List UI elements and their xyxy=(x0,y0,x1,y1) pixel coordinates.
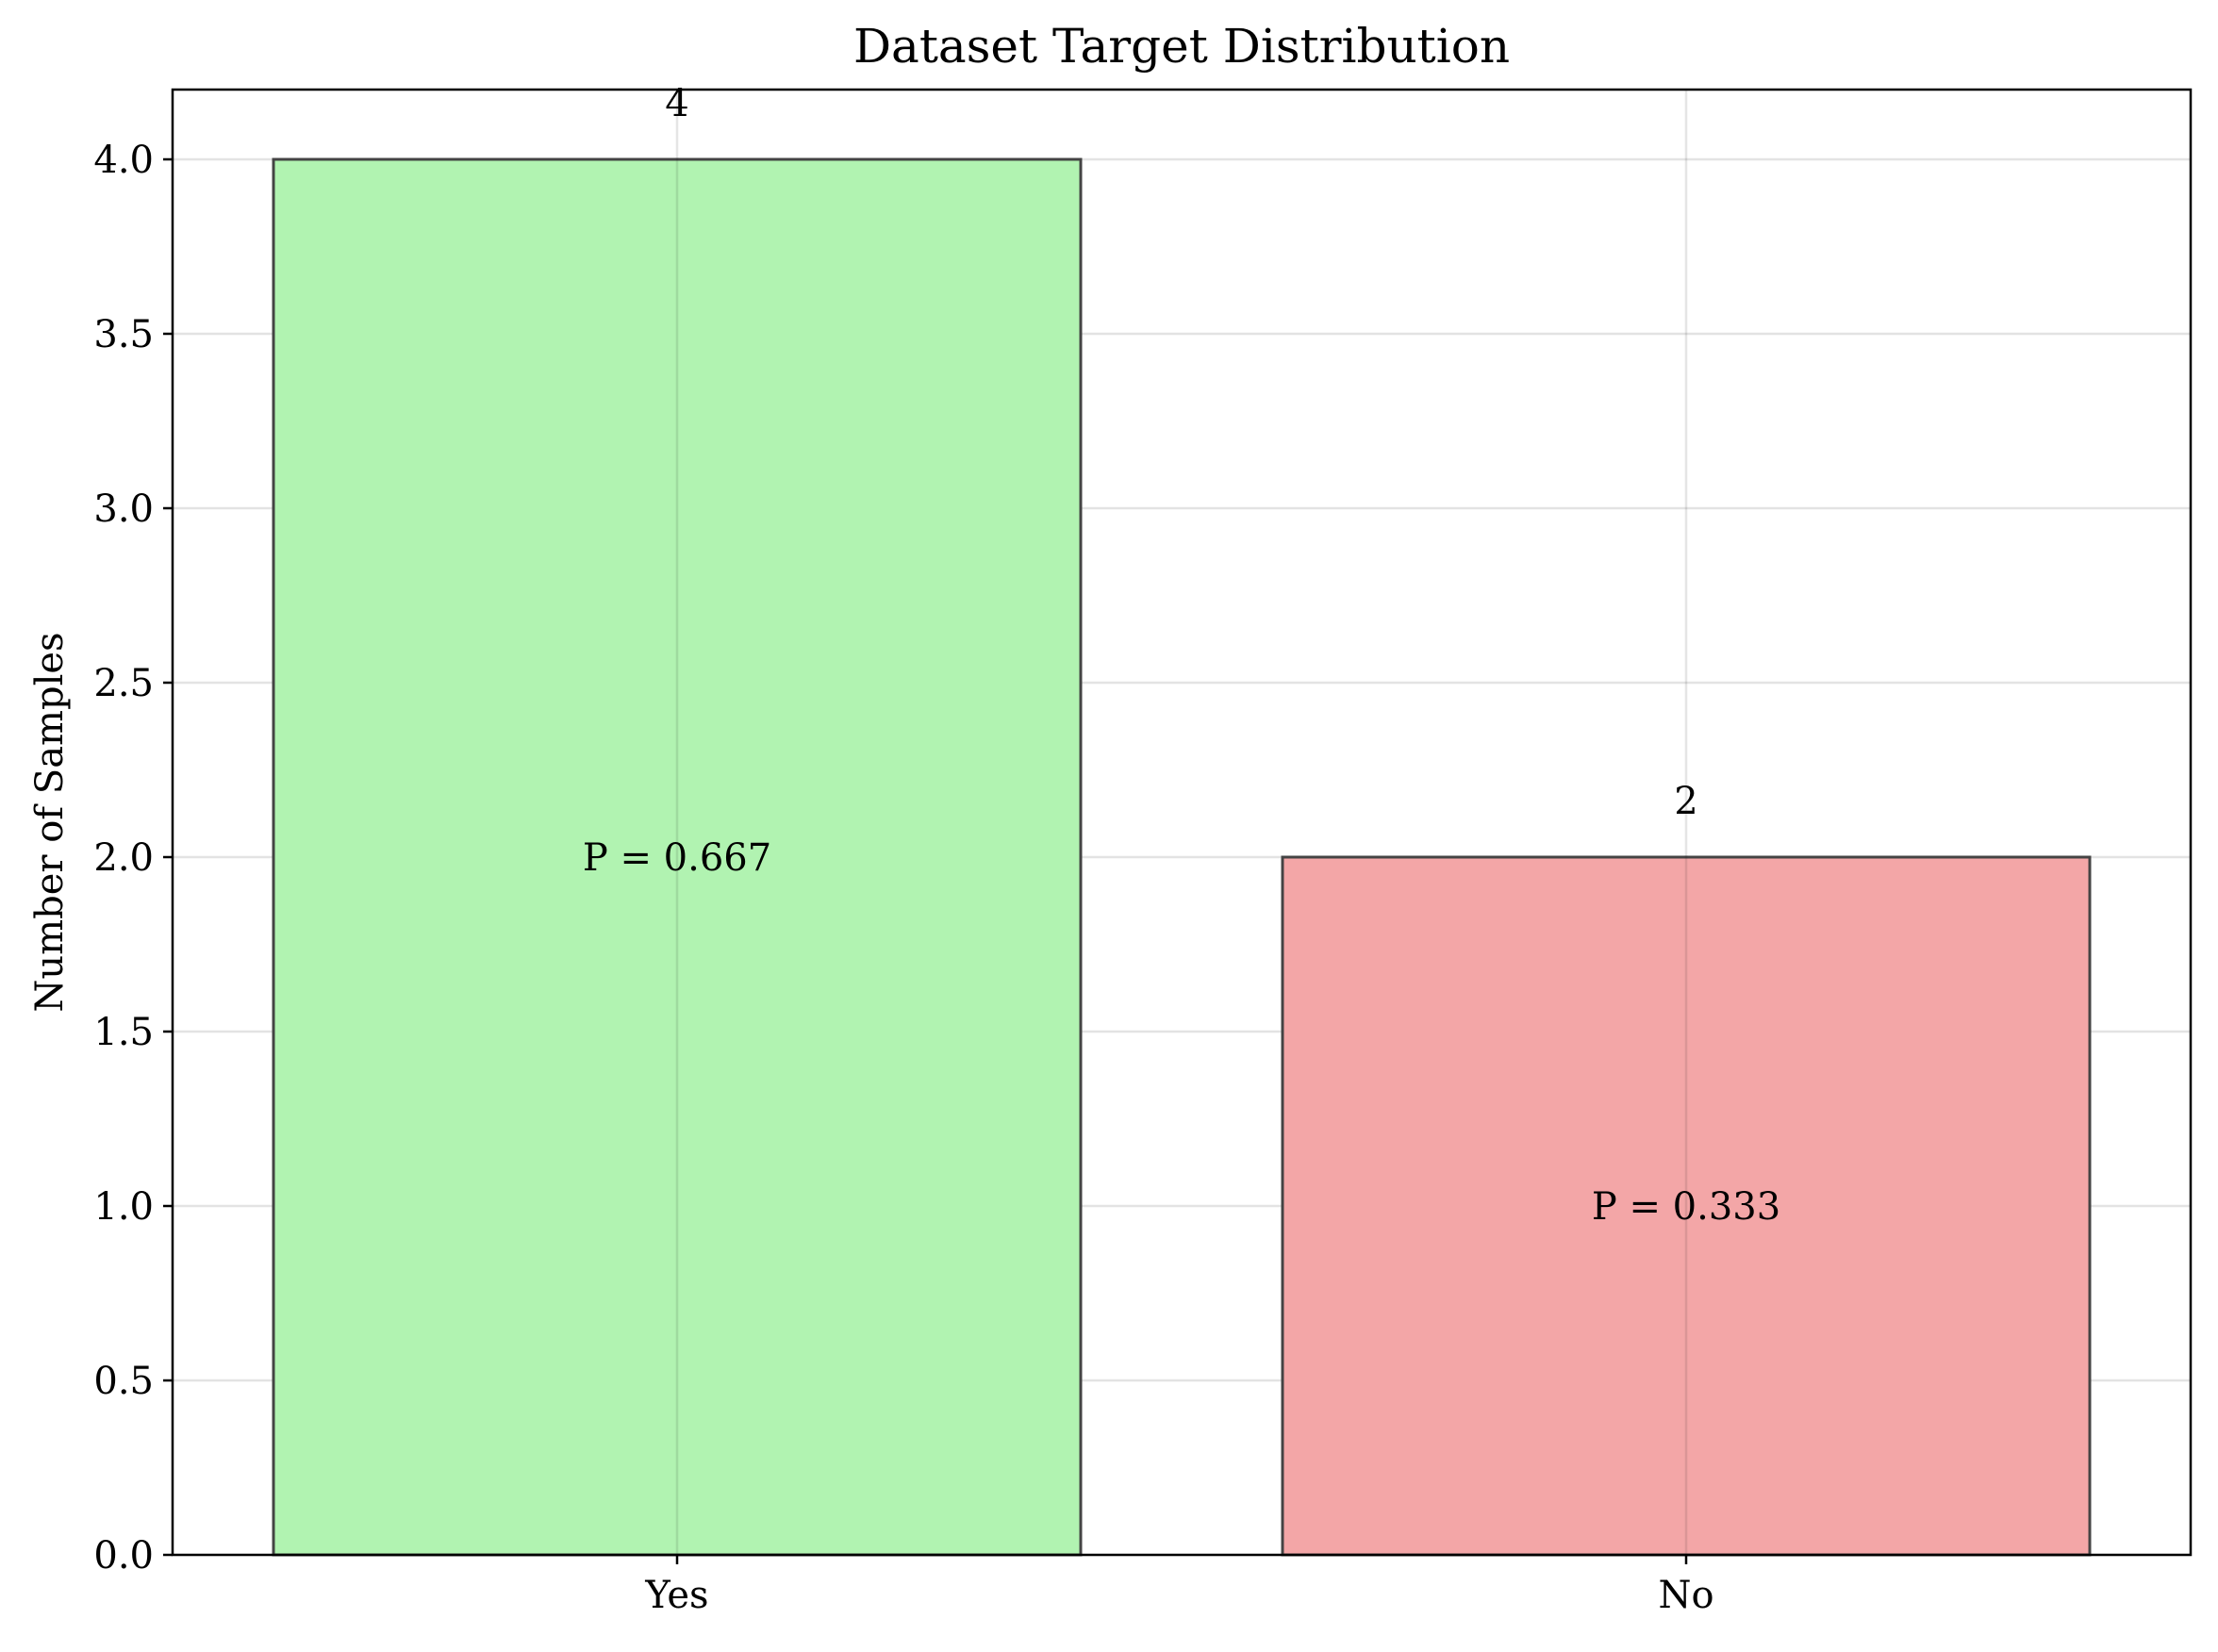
ticks xyxy=(163,157,1688,1564)
labels: 0.0 0.5 1.0 1.5 2.0 2.5 3.0 3.5 4.0 Yes 4 P = 0.667… xyxy=(93,82,1780,1617)
y-tick-label: 2.0 xyxy=(93,836,154,880)
bar-value-label: 4 xyxy=(665,82,688,125)
vertical-grid xyxy=(675,90,1688,1555)
y-tick-label: 4.0 xyxy=(93,139,154,182)
bar-probability-label: P = 0.333 xyxy=(1592,1185,1780,1229)
y-tick-label: 3.5 xyxy=(93,313,154,356)
bars xyxy=(272,157,2092,1557)
bar-value-label: 2 xyxy=(1674,780,1697,823)
y-tick-label: 3.0 xyxy=(93,487,154,531)
y-tick-label: 1.5 xyxy=(93,1011,154,1054)
x-tick-label: No xyxy=(1658,1574,1713,1617)
y-tick-label: 0.0 xyxy=(93,1534,154,1578)
bar-yes xyxy=(272,157,1083,1557)
y-axis-title: Number of Samples xyxy=(28,632,72,1012)
plot-frame xyxy=(171,88,2193,1557)
bar-probability-label: P = 0.667 xyxy=(583,836,771,880)
y-tick-label: 0.5 xyxy=(93,1360,154,1403)
y-tick-label: 1.0 xyxy=(93,1185,154,1229)
bar-no xyxy=(1281,855,2092,1557)
x-tick-label: Yes xyxy=(644,1574,708,1617)
y-tick-label: 2.5 xyxy=(93,662,154,705)
chart-title: Dataset Target Distribution xyxy=(853,19,1510,74)
